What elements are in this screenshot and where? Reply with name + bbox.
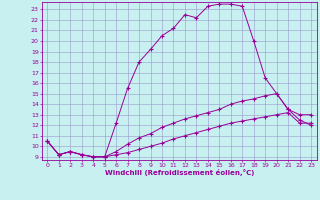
X-axis label: Windchill (Refroidissement éolien,°C): Windchill (Refroidissement éolien,°C) — [105, 169, 254, 176]
